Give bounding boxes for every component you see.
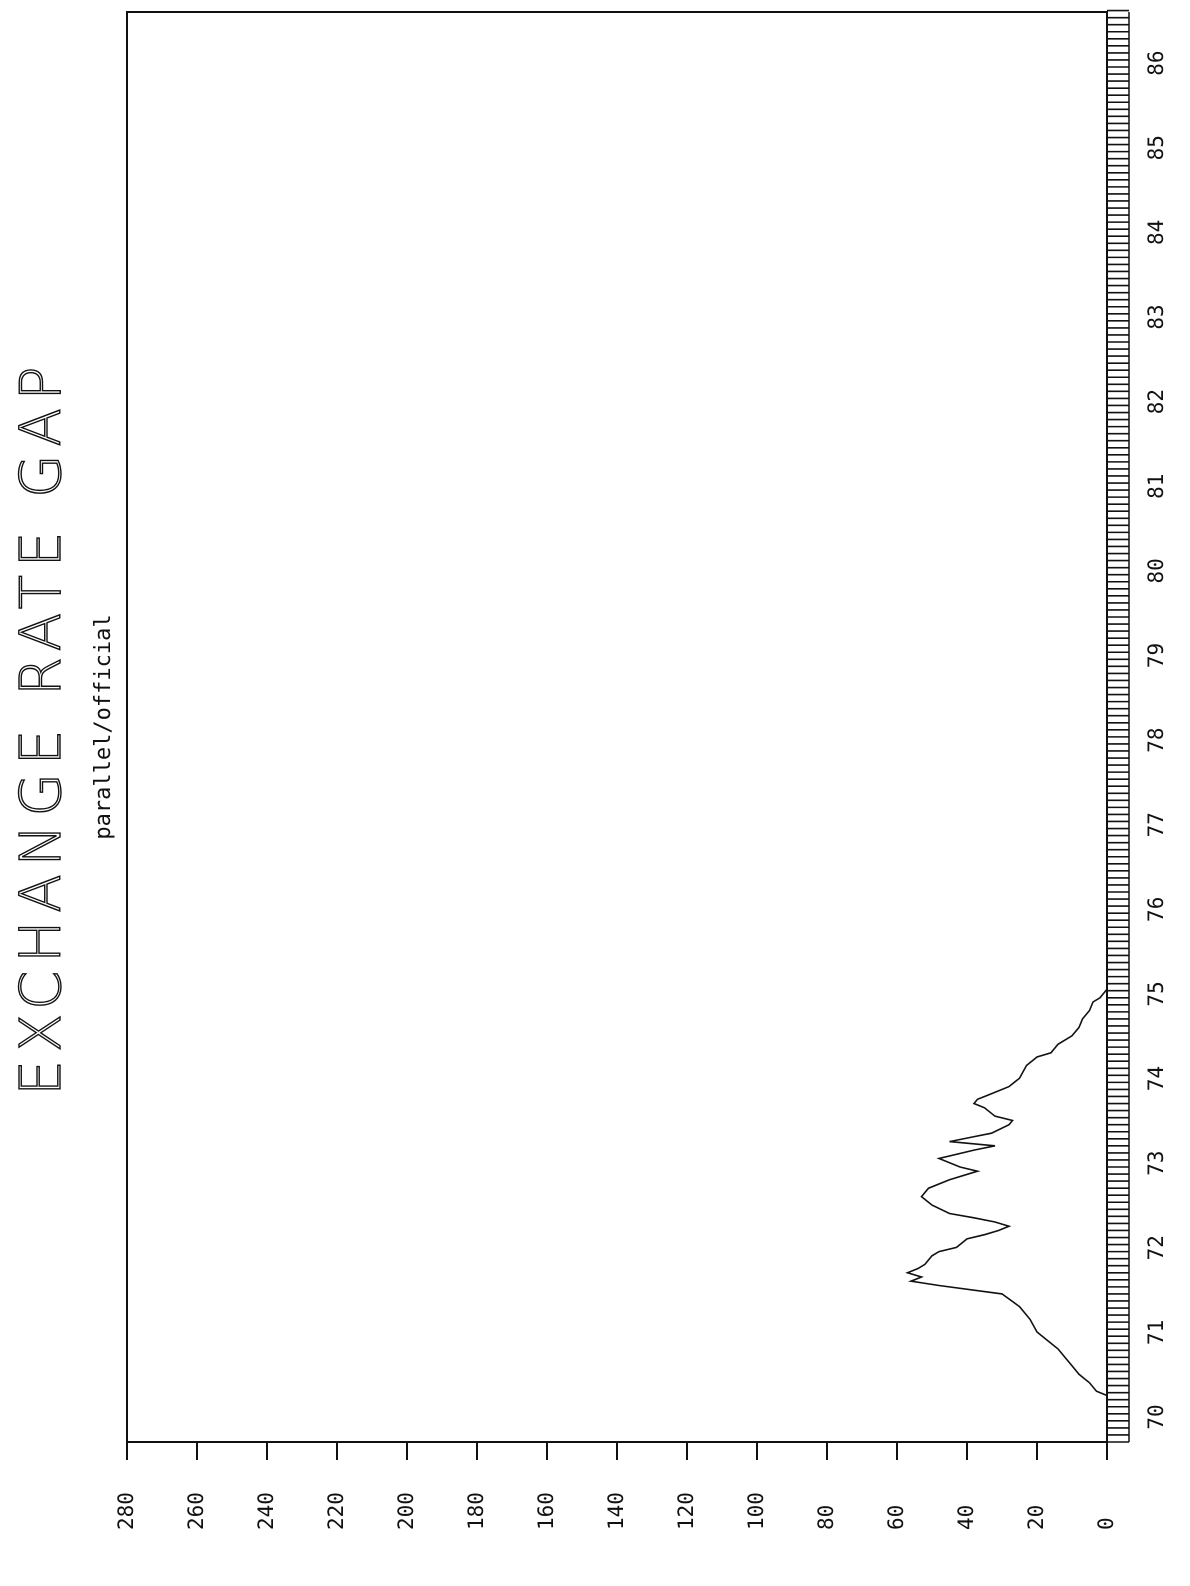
x-tick-label: 77 [1144, 812, 1168, 837]
x-tick-label: 70 [1144, 1404, 1168, 1429]
x-tick-label: 72 [1144, 1235, 1168, 1260]
y-tick-label: 80 [814, 1505, 838, 1530]
y-tick-label: 260 [184, 1492, 208, 1530]
series-line-0 [905, 988, 1108, 1397]
plot-group: 020406080100120140160180200220240260280 … [114, 9, 1168, 1530]
y-tick-label: 100 [744, 1492, 768, 1530]
y-tick-label: 180 [464, 1492, 488, 1530]
x-tick-label: 86 [1144, 51, 1168, 76]
y-tick-label: 0 [1094, 1517, 1118, 1530]
series-layer [905, 988, 1108, 1397]
x-tick-label: 73 [1144, 1151, 1168, 1176]
y-tick-label: 220 [324, 1492, 348, 1530]
y-tick-label: 20 [1024, 1505, 1048, 1530]
y-tick-label: 40 [954, 1505, 978, 1530]
y-axis-ticks: 0 20 40 60 80 100 120 140 160 180 200 220 240 260 280 [114, 1442, 1118, 1530]
x-tick-label: 76 [1144, 897, 1168, 922]
x-tick-label: 71 [1144, 1320, 1168, 1345]
x-tick-label: 83 [1144, 304, 1168, 329]
y-tick-label: 140 [604, 1492, 628, 1530]
y-tick-label: 240 [254, 1492, 278, 1530]
x-tick-label: 82 [1144, 389, 1168, 414]
x-tick-label: 85 [1144, 135, 1168, 160]
x-tick-label: 80 [1144, 558, 1168, 583]
chart-title: EXCHANGE RATE GAP [9, 358, 74, 1095]
x-tick-label: 84 [1144, 220, 1168, 245]
y-tick-label: 60 [884, 1505, 908, 1530]
x-axis-ticks: 70 71 72 73 74 75 76 77 78 79 80 81 82 83 84 85 86 [1107, 9, 1168, 1443]
y-tick-label: 280 [114, 1492, 138, 1530]
y-tick-label: 160 [534, 1492, 558, 1530]
x-tick-label: 79 [1144, 643, 1168, 668]
x-tick-label: 74 [1144, 1066, 1168, 1091]
x-tick-label: 75 [1144, 981, 1168, 1006]
x-tick-label: 81 [1144, 474, 1168, 499]
x-tick-label: 78 [1144, 727, 1168, 752]
y-tick-label: 200 [394, 1492, 418, 1530]
chart-subtitle: parallel/official [91, 614, 116, 839]
y-tick-label: 120 [674, 1492, 698, 1530]
